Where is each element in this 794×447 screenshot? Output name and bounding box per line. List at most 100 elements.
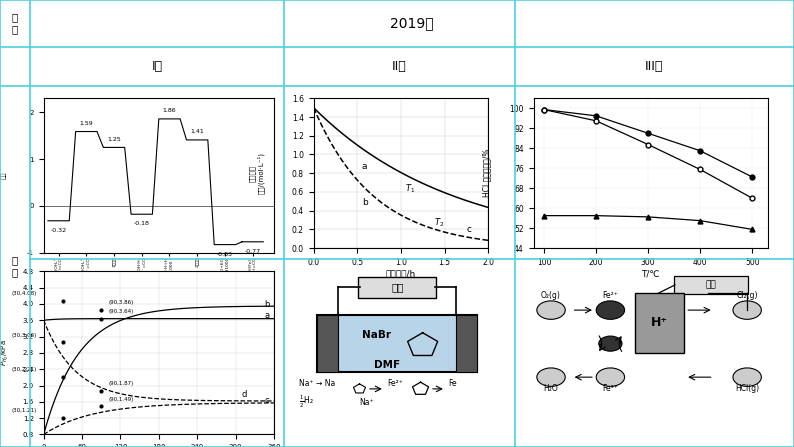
Text: Fe²⁺: Fe²⁺ — [603, 291, 619, 299]
a — [149, 316, 159, 321]
Text: Fe: Fe — [448, 380, 457, 388]
Y-axis label: (V) 标准电极
电位: (V) 标准电极 电位 — [0, 162, 7, 189]
Text: O₂(g): O₂(g) — [541, 291, 561, 299]
Bar — [318, 315, 338, 372]
Text: c: c — [264, 396, 269, 405]
b — [39, 432, 48, 437]
Circle shape — [733, 301, 761, 319]
FancyBboxPatch shape — [673, 276, 749, 294]
Text: Na⁺: Na⁺ — [360, 398, 374, 407]
Y-axis label: HCl 平衡转化率/%: HCl 平衡转化率/% — [483, 149, 491, 198]
b — [269, 304, 279, 309]
Bar — [457, 315, 477, 372]
Text: 1.59: 1.59 — [79, 121, 93, 126]
Line: a: a — [44, 319, 274, 320]
Text: II卷: II卷 — [392, 60, 407, 73]
Text: Fe³⁺: Fe³⁺ — [603, 384, 619, 392]
Text: a: a — [264, 311, 269, 320]
Text: -0.32: -0.32 — [51, 228, 67, 233]
Circle shape — [733, 368, 761, 386]
Text: H₂O: H₂O — [544, 384, 558, 392]
Line: d: d — [44, 320, 274, 401]
X-axis label: 反应时间/h: 反应时间/h — [386, 270, 416, 278]
b — [148, 309, 158, 314]
c — [149, 403, 159, 409]
Y-axis label: $P_{CO}$/kPa
$P_{H_2}$/kPa: $P_{CO}$/kPa $P_{H_2}$/kPa — [0, 339, 11, 367]
c — [269, 400, 279, 405]
b — [164, 307, 173, 312]
d — [228, 398, 237, 404]
Text: c: c — [467, 225, 472, 234]
Text: NaBr: NaBr — [362, 330, 391, 340]
Text: III卷: III卷 — [645, 60, 664, 73]
Text: Na⁺ → Na: Na⁺ → Na — [299, 380, 335, 388]
Line: b: b — [44, 306, 274, 434]
Text: (90,1.49): (90,1.49) — [108, 397, 133, 402]
Text: I卷: I卷 — [152, 60, 163, 73]
Text: a: a — [362, 162, 367, 172]
Text: $\frac{1}{2}$H₂: $\frac{1}{2}$H₂ — [299, 394, 313, 410]
Text: -0.83: -0.83 — [217, 252, 233, 257]
a — [176, 316, 186, 321]
Text: b: b — [362, 198, 368, 207]
Circle shape — [599, 336, 622, 351]
b — [149, 309, 159, 314]
b — [176, 306, 186, 311]
FancyBboxPatch shape — [358, 278, 437, 298]
a — [264, 316, 273, 321]
Text: Ni: Ni — [322, 297, 333, 306]
Text: (30,1.21): (30,1.21) — [11, 408, 37, 413]
Text: H⁺: H⁺ — [651, 316, 668, 329]
a — [269, 316, 279, 321]
a — [164, 316, 173, 321]
Bar — [318, 315, 477, 372]
Text: 图
表: 图 表 — [12, 256, 18, 277]
d — [148, 396, 158, 401]
c — [228, 401, 237, 406]
Text: -0.77: -0.77 — [245, 249, 260, 254]
Text: (90,1.87): (90,1.87) — [108, 381, 133, 386]
Text: 1.86: 1.86 — [163, 108, 176, 113]
Text: (90,3.64): (90,3.64) — [108, 309, 133, 314]
Text: $T_1$: $T_1$ — [405, 183, 415, 195]
Text: 2019年: 2019年 — [391, 17, 434, 30]
Text: 1.25: 1.25 — [107, 137, 121, 142]
a — [228, 316, 237, 321]
Text: (30,3.06): (30,3.06) — [11, 333, 37, 338]
c — [39, 432, 48, 437]
b — [264, 304, 273, 309]
Text: Fe: Fe — [461, 297, 472, 306]
Circle shape — [596, 301, 625, 319]
Text: -0.18: -0.18 — [134, 221, 150, 226]
d — [176, 397, 186, 403]
Line: c: c — [44, 403, 274, 434]
c — [148, 403, 158, 409]
Text: 电源: 电源 — [391, 283, 403, 292]
Text: 考
题: 考 题 — [12, 13, 18, 34]
d — [149, 396, 159, 401]
c — [176, 402, 186, 407]
d — [164, 397, 173, 402]
Text: DMF: DMF — [374, 360, 400, 371]
Text: Cl₂(g): Cl₂(g) — [736, 291, 758, 299]
Circle shape — [537, 368, 565, 386]
Text: Fe²⁺: Fe²⁺ — [387, 380, 403, 388]
d — [264, 398, 273, 404]
Text: HCl(g): HCl(g) — [735, 384, 759, 392]
Text: d: d — [242, 390, 247, 399]
FancyBboxPatch shape — [635, 292, 684, 353]
Text: (90,3.86): (90,3.86) — [108, 300, 133, 305]
d — [269, 398, 279, 404]
Circle shape — [596, 368, 625, 386]
Text: (30,4.08): (30,4.08) — [11, 291, 37, 296]
c — [264, 400, 273, 405]
a — [39, 317, 48, 323]
a — [148, 316, 158, 321]
c — [164, 402, 173, 408]
Text: 1.41: 1.41 — [191, 129, 204, 134]
Circle shape — [537, 301, 565, 319]
Text: $T_2$: $T_2$ — [434, 217, 445, 229]
d — [39, 317, 48, 323]
Text: b: b — [264, 300, 270, 309]
Y-axis label: 环戊二烯
浓度/(mol·L⁻¹): 环戊二烯 浓度/(mol·L⁻¹) — [249, 152, 264, 194]
